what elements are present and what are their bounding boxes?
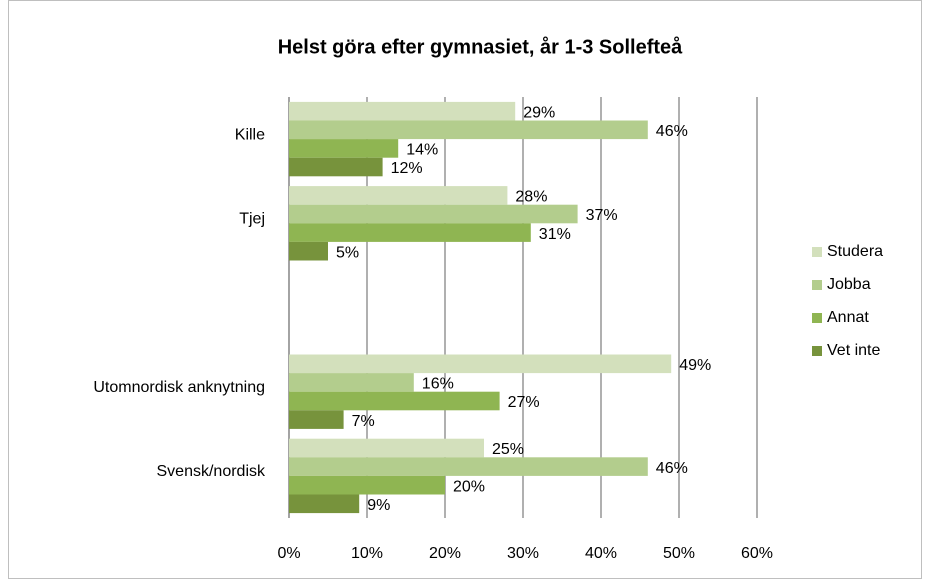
y-tick-label: Kille [235,126,265,143]
data-label: 28% [515,189,547,206]
x-tick-label: 30% [507,545,539,562]
bar [289,223,531,242]
data-label: 14% [406,142,438,159]
bar [289,139,399,158]
data-label: 27% [508,394,540,411]
legend-swatch [812,247,822,257]
data-label: 31% [539,226,571,243]
bar [289,457,648,476]
data-label: 12% [391,160,423,177]
x-tick-label: 0% [277,545,300,562]
legend-label: Jobba [827,276,871,293]
legend-swatch [812,313,822,323]
data-label: 46% [656,460,688,477]
legend-label: Annat [827,309,869,326]
data-label: 5% [336,244,359,261]
legend-label: Vet inte [827,342,880,359]
x-tick-label: 60% [741,545,773,562]
x-tick-label: 10% [351,545,383,562]
bar [289,157,383,177]
bar [289,475,445,495]
data-label: 20% [453,478,485,495]
data-label: 25% [492,441,524,458]
bar [289,373,414,392]
data-label: 37% [586,207,618,224]
data-label: 46% [656,123,688,140]
bar [289,410,344,429]
legend-swatch [812,346,822,356]
y-tick-label: Svensk/nordisk [157,463,266,480]
data-label: 29% [523,104,555,121]
bar [289,391,500,411]
bar [289,204,578,224]
bar [289,354,672,374]
bar [289,186,508,205]
chart-title: Helst göra efter gymnasiet, år 1-3 Solle… [278,35,683,58]
bar [289,101,516,121]
bar [289,241,328,261]
x-tick-label: 20% [429,545,461,562]
data-label: 49% [679,357,711,374]
bar [289,494,360,514]
y-tick-label: Tjej [239,211,265,228]
data-label: 9% [367,497,390,514]
data-label: 16% [422,376,454,393]
data-label: 7% [352,413,375,430]
y-tick-label: Utomnordisk anknytning [93,379,265,396]
legend-label: Studera [827,243,883,260]
bar [289,120,648,140]
chart-frame [8,0,922,579]
x-tick-label: 40% [585,545,617,562]
x-tick-label: 50% [663,545,695,562]
legend-swatch [812,280,822,290]
bar [289,438,484,458]
